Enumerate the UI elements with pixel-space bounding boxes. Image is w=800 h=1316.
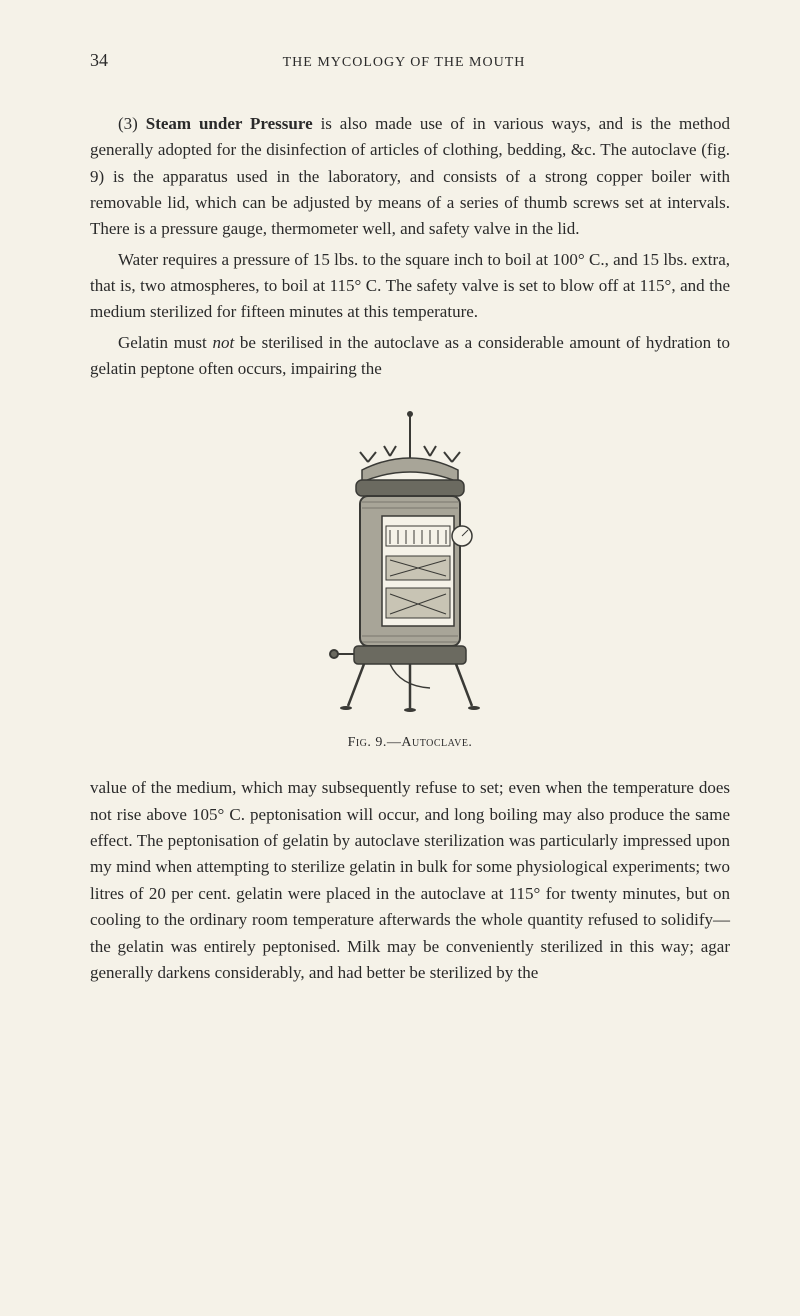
caption-a: Fig. 9.— xyxy=(348,735,402,750)
paragraph-1: (3) Steam under Pressure is also made us… xyxy=(90,111,730,243)
figure-autoclave xyxy=(90,406,730,721)
autoclave-engraving-icon xyxy=(290,406,530,716)
caption-b: Autoclave. xyxy=(401,735,472,750)
paragraph-4: value of the medium, which may subsequen… xyxy=(90,775,730,986)
paragraph-3: Gelatin must not be sterilised in the au… xyxy=(90,330,730,383)
figure-caption: Fig. 9.—Autoclave. xyxy=(90,735,730,751)
para1-lead: (3) xyxy=(118,114,146,133)
paragraph-2: Water requires a pressure of 15 lbs. to … xyxy=(90,247,730,326)
page-number: 34 xyxy=(90,50,108,71)
page: 34 THE MYCOLOGY OF THE MOUTH (3) Steam u… xyxy=(0,0,800,1050)
running-head: THE MYCOLOGY OF THE MOUTH xyxy=(108,55,700,71)
para1-bold-term: Steam under Pressure xyxy=(146,114,313,133)
header-row: 34 THE MYCOLOGY OF THE MOUTH xyxy=(90,50,730,71)
para3-a: Gelatin must xyxy=(118,333,212,352)
para3-italic: not xyxy=(212,333,234,352)
